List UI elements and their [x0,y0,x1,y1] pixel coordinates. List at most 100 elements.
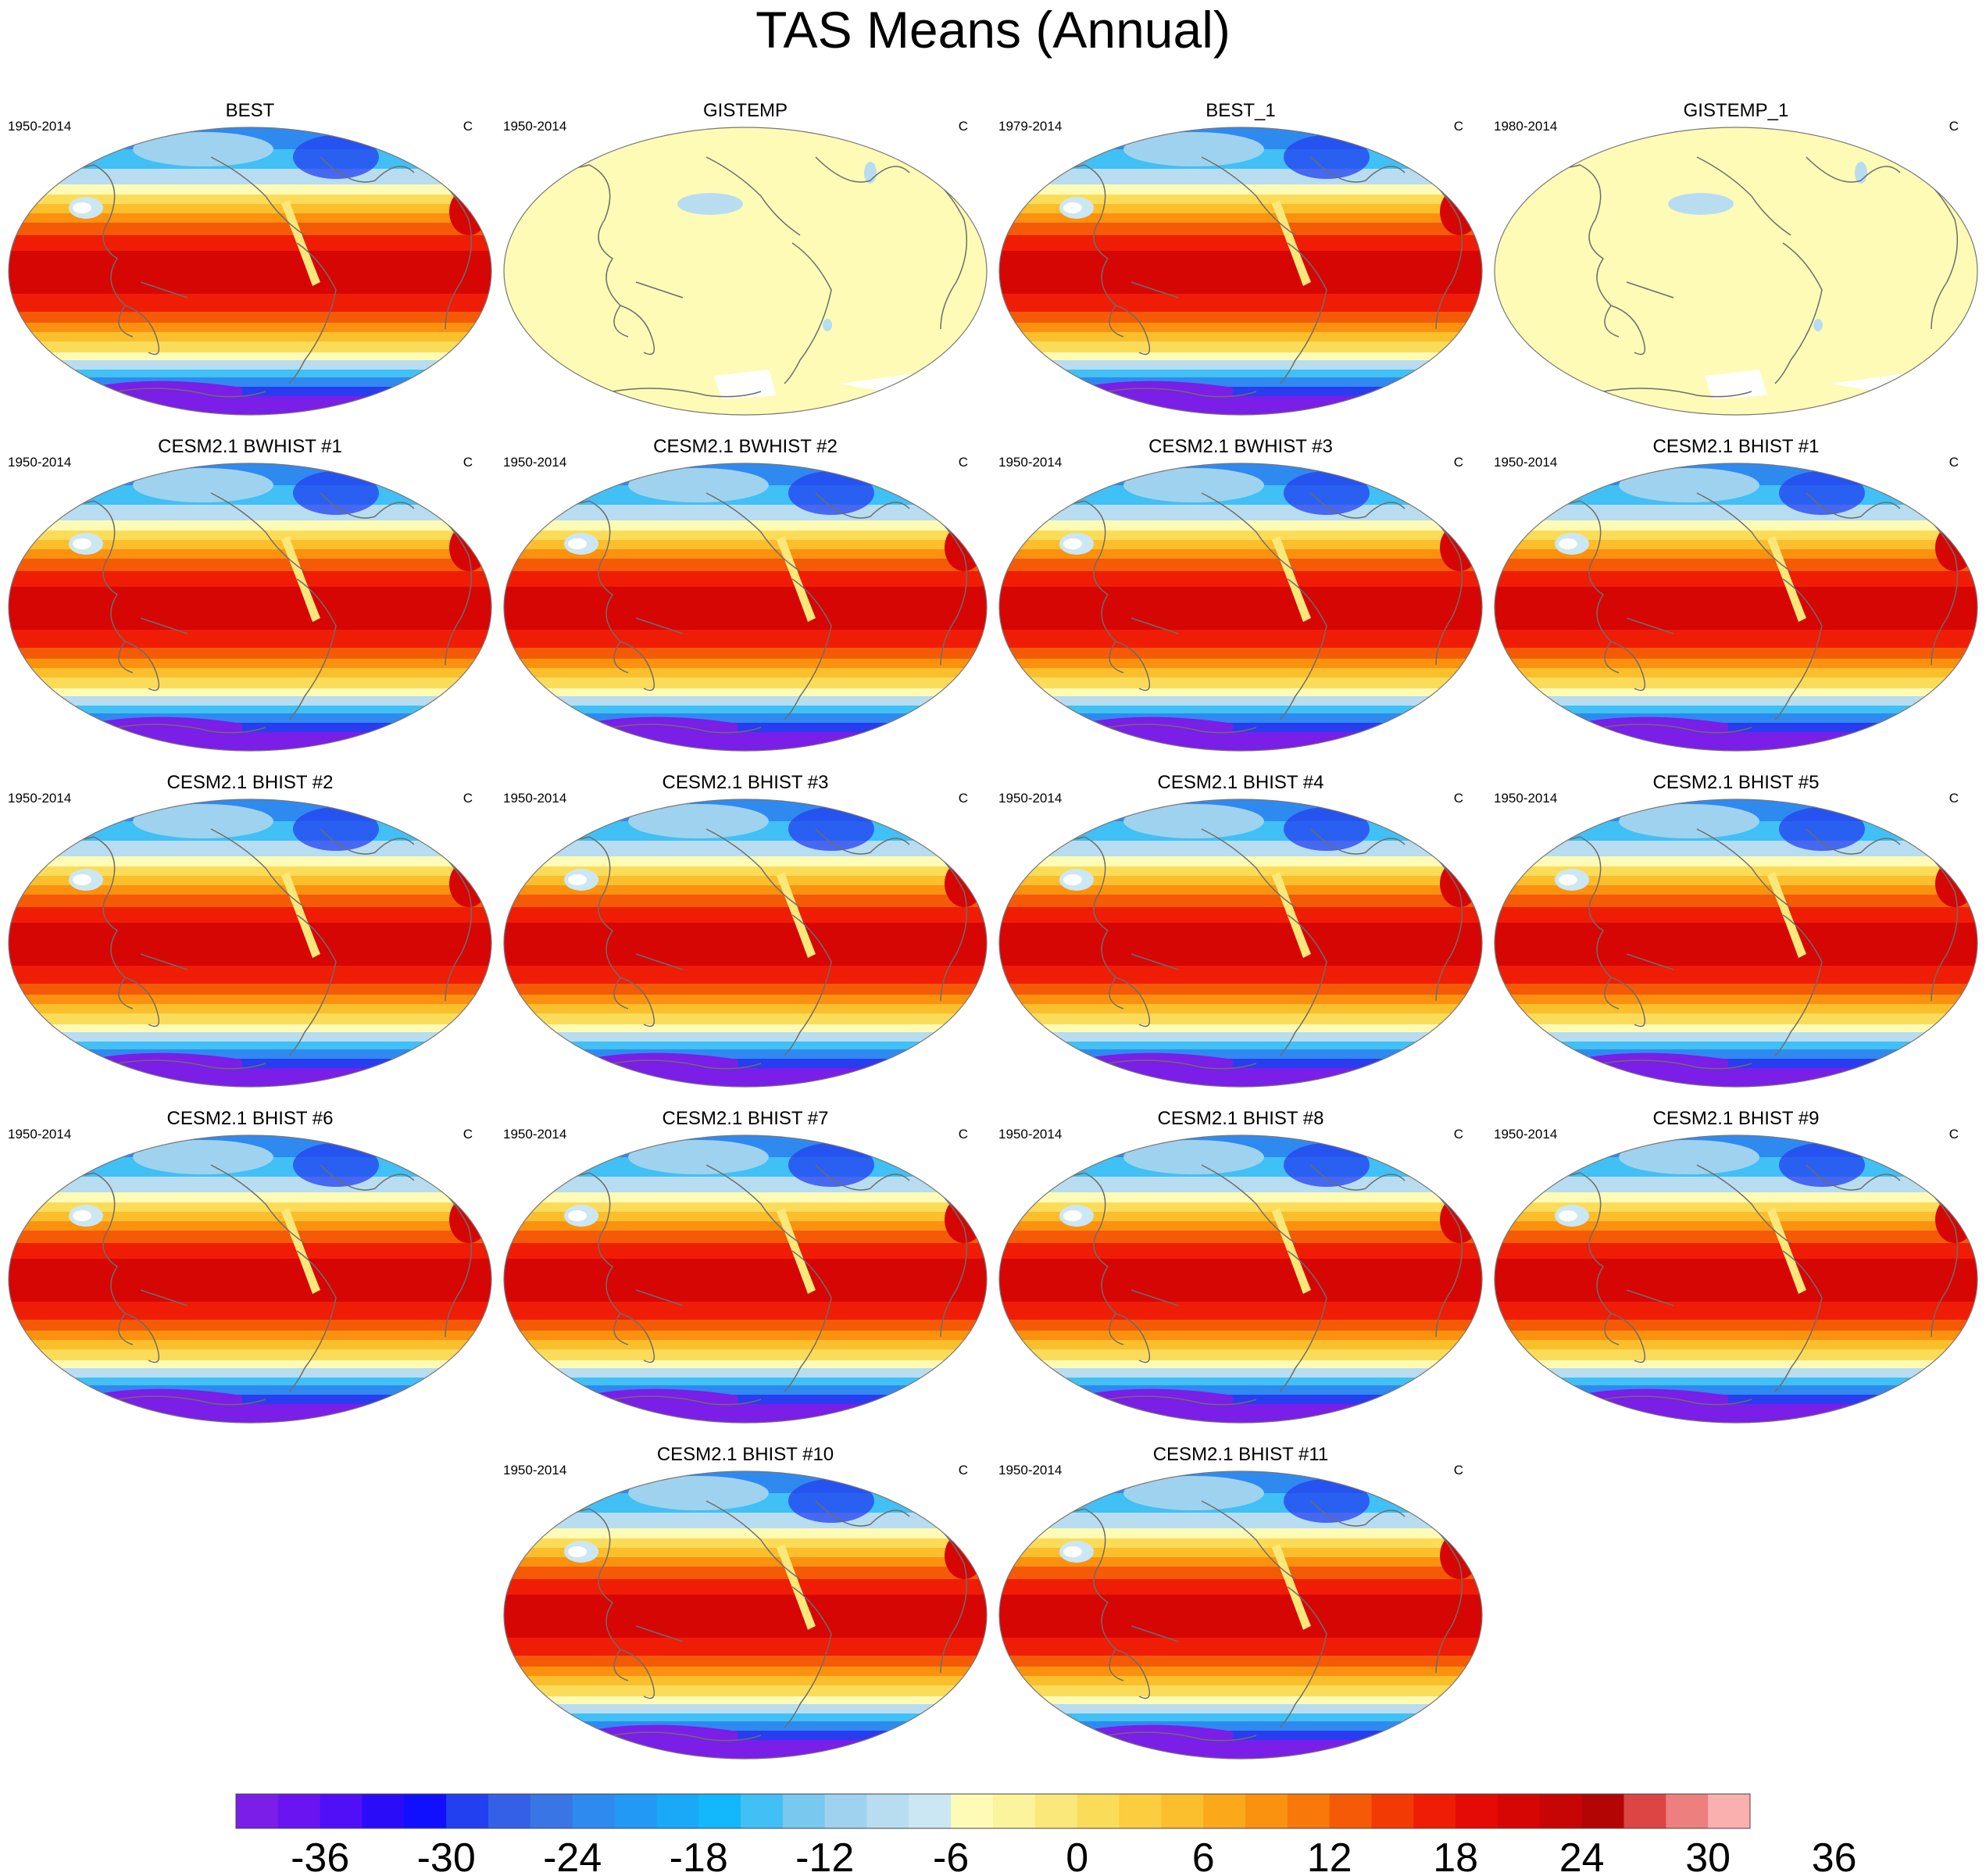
temperature-band [504,1638,987,1656]
siberia-cold-patch [1123,468,1264,502]
temperature-band [999,571,1482,587]
temperature-band [9,1231,491,1243]
andes-line [1767,872,1806,958]
andes-line [1272,872,1311,958]
panel-units: C [958,1463,968,1478]
temperature-band [504,1528,987,1538]
coastline-path [620,977,655,1027]
coastlines [1029,492,1463,734]
temperature-band [9,360,491,370]
coastlines [38,492,473,734]
temperature-band [999,713,1482,723]
coastline-path [620,1649,655,1699]
temperature-band [9,559,491,571]
coastline-path [1915,508,1959,666]
tibet-core [73,202,91,213]
antarctica-cold-patch [597,1052,738,1087]
temperature-band [504,1676,987,1685]
siberia-cold-patch [1123,1140,1264,1174]
coastline-path [1626,1289,1674,1306]
coastline-path [1107,1395,1257,1406]
coastlines [1029,1500,1463,1742]
andes-line [1767,536,1806,622]
temperature-band [9,370,491,377]
panel-title: CESM2.1 BWHIST #2 [653,436,838,457]
temperature-band [999,1528,1482,1538]
temperature-band [504,1068,987,1087]
temperature-band [9,1368,491,1378]
colorbar-box [909,1794,952,1828]
temperature-band [999,688,1482,696]
temperature-band [999,876,1482,885]
coastline-path [1115,977,1151,1027]
coastlines [534,1500,968,1742]
temperature-band [999,549,1482,559]
temperature-band [9,213,491,223]
map-plot [1494,1135,1978,1424]
antarctica-cold-patch [1092,1052,1233,1087]
temperature-band [1495,549,1977,559]
colorbar-box [782,1794,826,1828]
temperature-band [999,1667,1482,1676]
panel-units: C [958,791,968,806]
panel-units: C [1948,791,1959,806]
panel-title: CESM2.1 BWHIST #1 [158,436,342,457]
coastline-path [924,172,968,330]
map-plot [1494,799,1978,1088]
colorbar-tick-label: 6 [1192,1835,1215,1876]
coastline-path [320,156,415,183]
temperature-band [1495,505,1977,520]
temperature-band [9,1243,491,1259]
temperature-band [1495,677,1977,688]
temperature-band [504,1685,987,1696]
panel-units: C [958,1127,968,1142]
coastline-path [429,844,473,1002]
temperature-band [1495,995,1977,1004]
map-fill [9,127,491,415]
temperature-band [9,312,491,323]
colorbar-tick-label: -18 [670,1835,728,1876]
temperature-band [999,1349,1482,1360]
temperature-band [1495,1221,1977,1231]
temperature-band [504,559,987,571]
temperature-band [1495,587,1977,630]
coastline-path [210,828,305,908]
coastline-path [1696,828,1791,908]
panel-units: C [1453,455,1463,470]
coastlines [534,1164,968,1406]
panel-period: 1950-2014 [8,455,72,470]
coastline-path [534,156,629,338]
coastline-path [1626,953,1674,970]
temperature-band [504,696,987,706]
panel-title: CESM2.1 BWHIST #3 [1148,436,1333,457]
temperature-band [504,1032,987,1042]
panel-period: 1979-2014 [998,119,1063,134]
temperature-band [504,1349,987,1360]
colorbar-box [1245,1794,1288,1828]
map-panel: CESM2.1 BHIST #8 1950-2014 C [998,1108,1483,1428]
temperature-band [9,587,491,630]
temperature-band [999,984,1482,995]
colorbar-box [1623,1794,1666,1828]
temperature-band [999,1004,1482,1013]
temperature-band [9,895,491,907]
colorbar-box [1498,1794,1541,1828]
temperature-band [504,713,987,723]
temperature-band [9,1042,491,1049]
temperature-band [1495,1368,1977,1378]
greenland-cold-patch [788,807,874,851]
temperature-band [9,505,491,520]
temperature-band [504,571,987,587]
map-outline [998,1135,1483,1424]
coastline-path [705,492,801,572]
temperature-band [9,668,491,677]
coastline-path [1806,1164,1901,1191]
temperature-band [9,169,491,184]
panel-units: C [1453,791,1463,806]
colorbar-tick-label: 18 [1433,1835,1478,1876]
map-fill [9,1135,491,1423]
southern-anomaly-patch [909,381,945,393]
coastline-path [1524,156,1620,338]
coastline-path [1420,508,1463,666]
temperature-band [504,1331,987,1340]
